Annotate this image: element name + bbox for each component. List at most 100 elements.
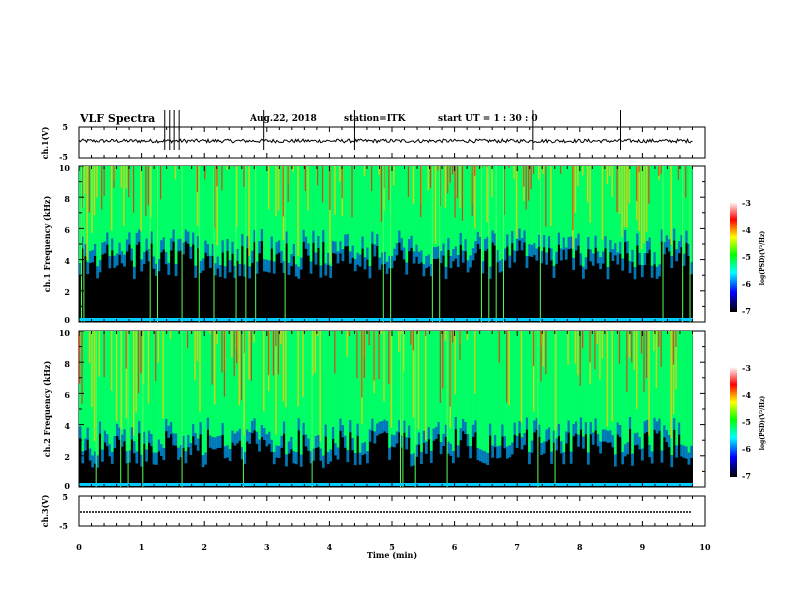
spec1-col-edge — [420, 250, 423, 263]
spec1-hot — [339, 166, 341, 182]
spec2-col-edge — [378, 421, 382, 434]
spec1-col — [447, 166, 450, 239]
spec1-col — [226, 166, 229, 240]
spec2-peak — [378, 331, 380, 380]
spec2-col — [415, 331, 418, 445]
spec2-col-edge — [204, 452, 207, 465]
spec1-col-edge — [434, 246, 438, 259]
spec1-hot — [86, 166, 88, 260]
spec2-hot — [520, 331, 523, 423]
spec2-col — [245, 331, 249, 430]
spec2-col-edge — [402, 420, 406, 433]
spec1-col — [476, 166, 480, 232]
spec2-col-edge — [393, 435, 396, 448]
spec2-col-edge — [557, 424, 561, 437]
spec2-col — [604, 331, 607, 430]
spec2-col — [344, 331, 347, 436]
spec1-col — [206, 166, 210, 245]
spec2-col — [358, 331, 362, 453]
spec2-hot — [196, 331, 199, 362]
spec2-peak — [240, 331, 243, 401]
spec2-col-edge — [493, 435, 497, 448]
spec1-hot — [491, 166, 493, 197]
spec2-col-edge — [439, 442, 443, 455]
spec1-peak — [88, 166, 91, 213]
spec1-peak — [236, 166, 238, 167]
spec1-hot — [91, 166, 93, 233]
spec2-peak — [449, 331, 451, 407]
spec2-col — [233, 331, 237, 434]
spec1-col — [184, 166, 188, 230]
spec2-col — [505, 331, 509, 447]
spec1-col — [189, 166, 193, 247]
spec1-col — [557, 166, 561, 233]
spec1-col — [290, 166, 293, 255]
spec1-col-edge — [307, 243, 310, 256]
spec2-hot — [238, 331, 240, 406]
ch1-ytick-8: 8 — [64, 194, 70, 204]
spec1-col-edge — [150, 231, 153, 244]
ch1-colorbar-label: log(PSD)(V²/Hz) — [759, 231, 766, 286]
spec1-col — [567, 166, 571, 238]
spec1-col — [304, 166, 308, 237]
spec2-col — [123, 331, 126, 430]
spec1-col-edge — [589, 249, 593, 262]
spec1-col — [231, 166, 234, 242]
spec1-peak — [380, 166, 383, 223]
spec2-col-edge — [476, 448, 480, 461]
spec1-col — [429, 166, 433, 265]
spec2-col-edge — [196, 438, 200, 451]
spec1-col-edge — [304, 236, 308, 249]
spec1-col — [326, 166, 330, 253]
spec2-hot — [444, 331, 447, 341]
spec1-peak — [145, 166, 147, 216]
spec2-col-edge — [660, 450, 664, 463]
spec2-peak — [459, 331, 461, 361]
spec2-hot — [209, 331, 211, 334]
spec1-col — [672, 166, 676, 229]
spec2-col — [537, 331, 541, 425]
spec2-col-edge — [157, 439, 161, 452]
spec1-col-edge — [371, 231, 374, 244]
spec2-col — [513, 331, 517, 423]
spec1-col — [199, 166, 202, 262]
spec1-col — [371, 166, 374, 232]
spec1-col — [191, 166, 195, 233]
spec2-col-edge — [535, 417, 539, 430]
spec2-col-edge — [466, 434, 470, 447]
spec2-col — [260, 331, 264, 426]
spec2-col — [159, 331, 163, 444]
spec2-hot — [567, 331, 569, 366]
spec2-col-edge — [344, 435, 347, 448]
spec2-peak — [140, 331, 142, 374]
spec2-col — [665, 331, 669, 431]
spec2-col — [304, 331, 308, 435]
spec2-peak — [211, 331, 213, 385]
spec2-col-edge — [400, 435, 404, 448]
spec2-col — [476, 331, 480, 449]
spec2-col-edge — [690, 445, 693, 458]
spec2-hot — [655, 331, 658, 388]
spec2-col — [650, 331, 654, 452]
spec1-col — [223, 166, 227, 267]
spec1-col — [213, 166, 217, 264]
spec1-hot — [125, 166, 128, 189]
spec1-col-edge — [213, 263, 217, 276]
xtick-1: 1 — [139, 542, 145, 552]
spec2-col — [488, 331, 492, 424]
spec1-peak — [439, 166, 441, 206]
spec1-col — [228, 166, 232, 261]
spec2-peak — [660, 331, 662, 367]
spec1-col-edge — [690, 262, 693, 275]
spec2-col — [299, 331, 303, 455]
spec2-peak — [368, 331, 370, 346]
ch2-colorbar — [730, 367, 737, 477]
spec1-col — [351, 166, 355, 246]
spec1-col-edge — [267, 260, 271, 273]
spec2-col-edge — [213, 437, 217, 450]
spec1-col-edge — [650, 265, 654, 278]
spec2-hot — [577, 331, 579, 376]
spec2-col-edge — [184, 451, 188, 464]
spec1-col — [454, 166, 458, 247]
spec1-col — [540, 166, 544, 252]
